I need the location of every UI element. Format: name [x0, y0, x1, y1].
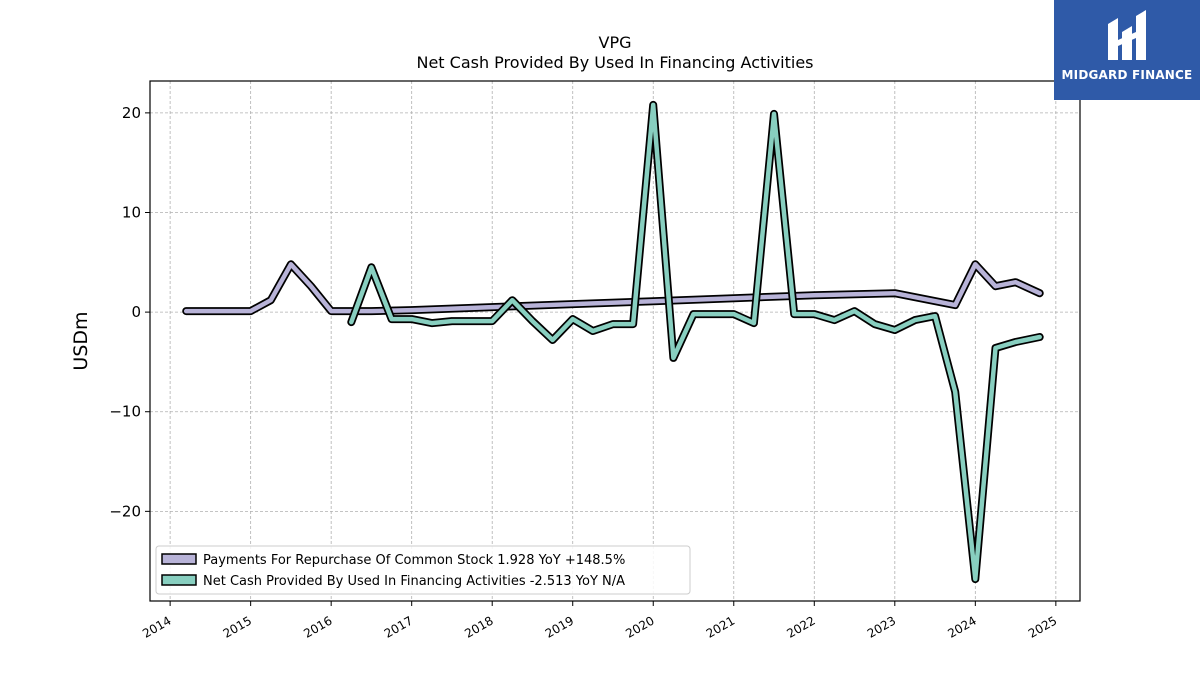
y-axis-label: USDm [70, 311, 92, 370]
chart-subtitle: Net Cash Provided By Used In Financing A… [416, 53, 813, 72]
x-tick-label: 2023 [865, 613, 898, 640]
x-tick-label: 2025 [1026, 613, 1059, 640]
legend-swatch-1 [161, 574, 197, 586]
x-tick-label: 2020 [623, 613, 656, 640]
x-tick-label: 2022 [784, 613, 817, 640]
legend: Payments For Repurchase Of Common Stock … [155, 545, 691, 595]
series-line-outline-1 [347, 100, 1044, 584]
legend-label-1: Net Cash Provided By Used In Financing A… [203, 574, 625, 589]
brand-name: MIDGARD FINANCE [1061, 68, 1193, 82]
x-tick-label: 2016 [301, 613, 334, 640]
y-tick-label: 0 [131, 303, 141, 321]
legend-box [155, 545, 691, 595]
series-layer [182, 100, 1044, 584]
y-tick-label: −10 [109, 403, 141, 421]
x-tick-label: 2018 [462, 613, 495, 640]
y-tick-label: −20 [109, 502, 141, 520]
x-tick-label: 2021 [704, 613, 737, 640]
series-line-0 [183, 262, 1042, 314]
x-tick-label: 2017 [382, 613, 415, 640]
y-tick-label: 10 [122, 203, 141, 221]
chart-title: VPG [599, 33, 632, 52]
x-tick-label: 2015 [221, 613, 254, 640]
x-tick-label: 2024 [945, 613, 978, 640]
legend-swatch-0 [161, 553, 197, 565]
x-tick-label: 2019 [543, 613, 576, 640]
y-tick-label: 20 [122, 104, 141, 122]
brand-logo: MIDGARD FINANCE [1054, 0, 1200, 100]
x-tick-label: 2014 [140, 613, 173, 640]
plot-frame [149, 80, 1081, 602]
grid [150, 81, 1080, 601]
series-line-1 [349, 102, 1042, 582]
logo-mark-icon [1108, 10, 1146, 60]
legend-label-0: Payments For Repurchase Of Common Stock … [203, 553, 625, 568]
